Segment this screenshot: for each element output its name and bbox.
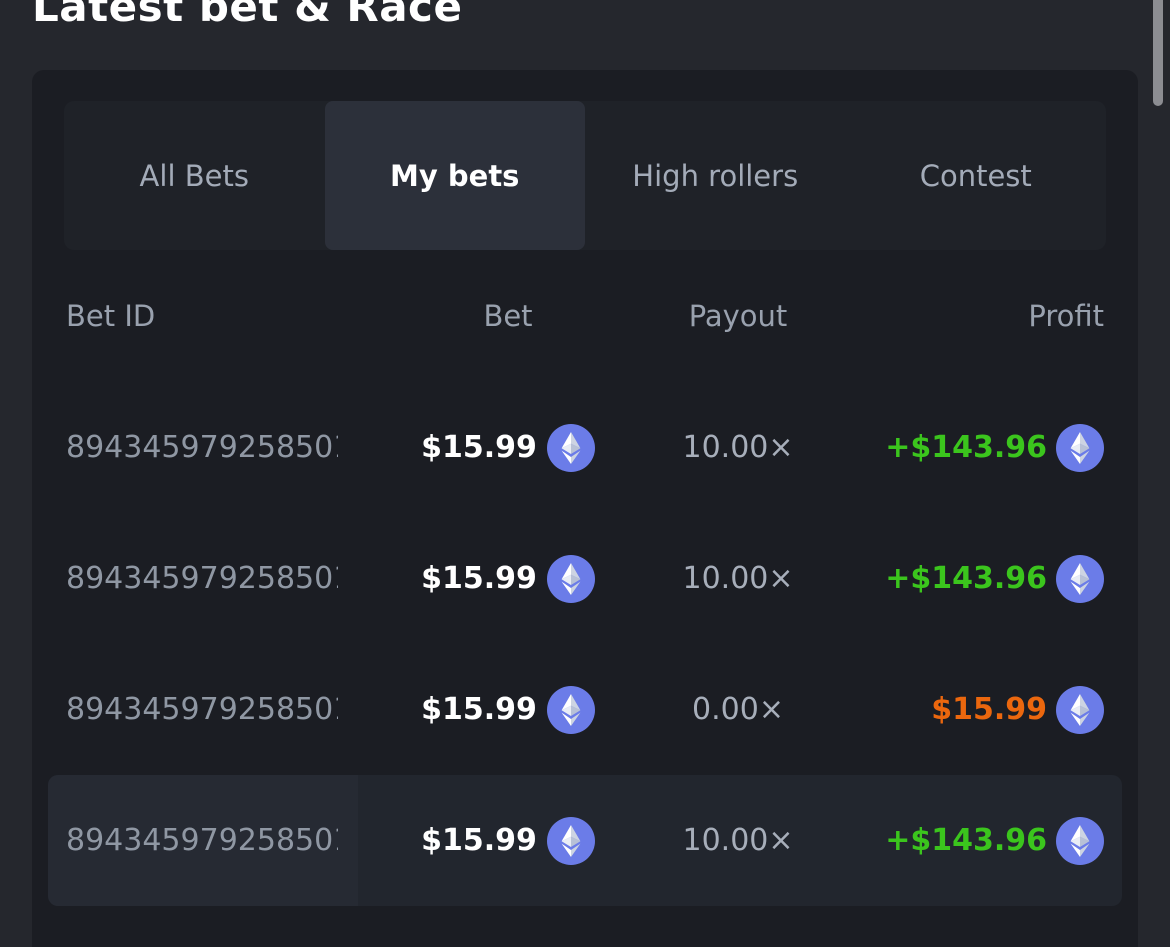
bet-cell: $15.99 (358, 816, 658, 865)
column-header-profit: Profit (1028, 299, 1104, 333)
page-title: Latest bet & Race (32, 0, 463, 31)
table-row[interactable]: 894345979258501 $15.99 10.00× +$143.96 (48, 513, 1122, 644)
bet-id: 894345979258501 (66, 823, 338, 858)
payout-value: 10.00× (682, 430, 794, 465)
bet-id-cell: 894345979258501 (48, 775, 358, 906)
ethereum-icon (546, 685, 595, 734)
bet-cell: $15.99 (358, 685, 658, 734)
table-row[interactable]: 894345979258501 $15.99 10.00× +$143.96 (48, 775, 1122, 906)
profit-cell: $15.99 (818, 685, 1104, 734)
tab-high-rollers[interactable]: High rollers (632, 158, 799, 193)
bets-panel: All Bets My bets High rollers Contest Be… (32, 70, 1138, 947)
tab-all-bets[interactable]: All Bets (139, 158, 249, 193)
tab-my-bets[interactable]: My bets (324, 101, 585, 250)
ethereum-icon (1056, 423, 1104, 472)
profit-value: +$143.96 (885, 823, 1047, 858)
payout-value: 10.00× (682, 823, 794, 858)
profit-cell: +$143.96 (818, 554, 1104, 603)
bet-cell: $15.99 (358, 423, 658, 472)
table-row[interactable]: 894345979258501 $15.99 10.00× +$143.96 (48, 382, 1122, 513)
bets-tab-bar: All Bets My bets High rollers Contest (64, 101, 1106, 250)
payout-value: 0.00× (692, 692, 784, 727)
bet-id-cell: 894345979258501 (66, 513, 358, 644)
ethereum-icon (546, 554, 595, 603)
bet-cell: $15.99 (358, 554, 658, 603)
ethereum-icon (1056, 554, 1104, 603)
profit-cell: +$143.96 (818, 816, 1104, 865)
column-header-bet: Bet (483, 299, 533, 333)
bets-table: Bet ID Bet Payout Profit 894345979258501… (48, 250, 1122, 906)
bet-id-cell: 894345979258501 (66, 644, 358, 775)
table-row[interactable]: 894345979258501 $15.99 0.00× $15.99 (48, 644, 1122, 775)
bet-id-cell: 894345979258501 (66, 382, 358, 513)
bet-amount: $15.99 (421, 823, 537, 858)
scrollbar-thumb[interactable] (1153, 0, 1163, 106)
profit-value: +$143.96 (885, 561, 1047, 596)
column-header-bet-id: Bet ID (66, 299, 156, 333)
profit-value: +$143.96 (885, 430, 1047, 465)
bet-amount: $15.99 (421, 561, 537, 596)
tab-contest[interactable]: Contest (919, 158, 1032, 193)
bet-amount: $15.99 (421, 430, 537, 465)
payout-value: 10.00× (682, 561, 794, 596)
column-header-payout: Payout (688, 299, 788, 333)
bet-amount: $15.99 (421, 692, 537, 727)
bet-id: 894345979258501 (66, 430, 338, 465)
bet-id: 894345979258501 (66, 692, 338, 727)
profit-cell: +$143.96 (818, 423, 1104, 472)
profit-value: $15.99 (931, 692, 1047, 727)
ethereum-icon (1056, 685, 1104, 734)
bets-table-header: Bet ID Bet Payout Profit (48, 250, 1122, 382)
ethereum-icon (546, 423, 595, 472)
ethereum-icon (1056, 816, 1104, 865)
bet-id: 894345979258501 (66, 561, 338, 596)
ethereum-icon (546, 816, 595, 865)
